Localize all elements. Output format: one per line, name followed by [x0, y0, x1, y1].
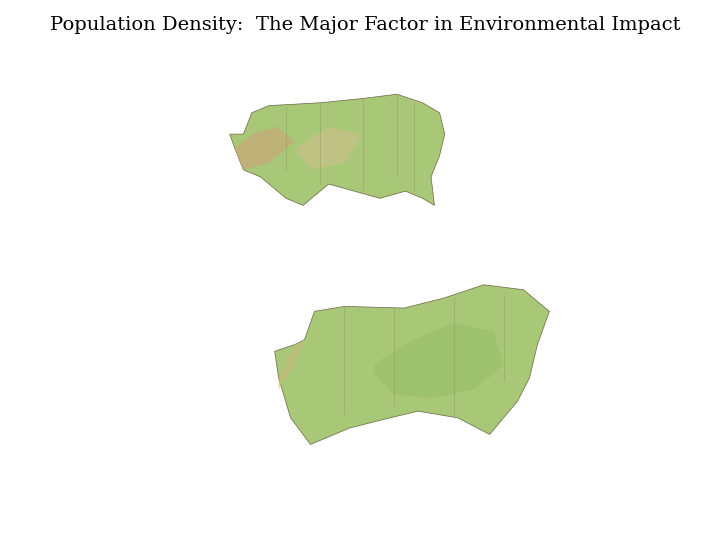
Polygon shape — [235, 127, 294, 170]
Polygon shape — [374, 323, 503, 398]
Text: Population Density:  The Major Factor in Environmental Impact: Population Density: The Major Factor in … — [50, 16, 681, 34]
Polygon shape — [274, 285, 549, 444]
Polygon shape — [230, 94, 445, 205]
Text: The US “Lower 48” land mass: The US “Lower 48” land mass — [264, 261, 564, 279]
Polygon shape — [279, 340, 305, 389]
Polygon shape — [294, 127, 363, 170]
Text: The US “Lower 48” scaled on population density: The US “Lower 48” scaled on population d… — [170, 496, 658, 514]
